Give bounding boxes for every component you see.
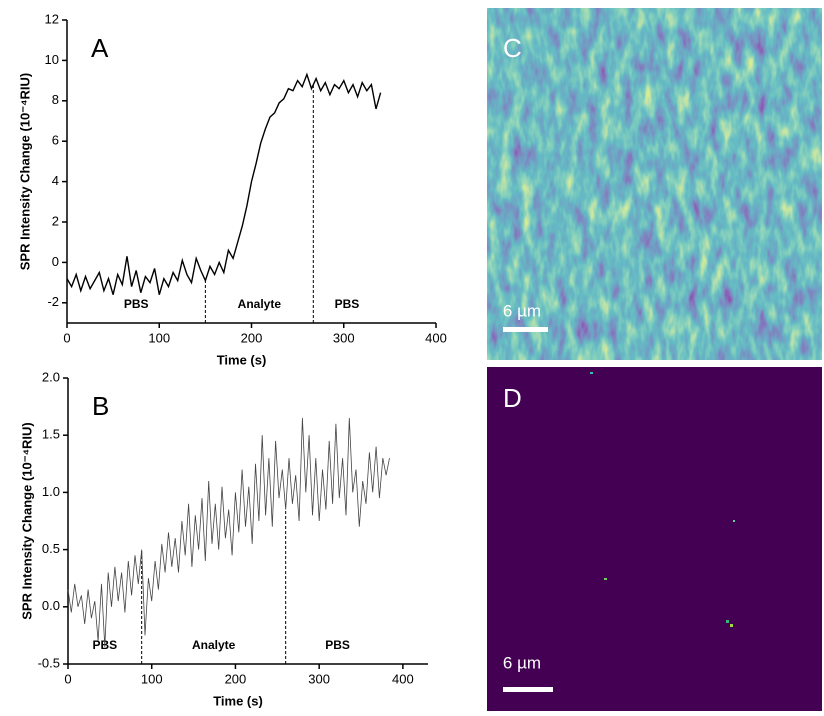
panel-label: A [91,33,109,63]
spot [590,372,593,374]
data-line [66,72,382,295]
y-tick-label: 10 [45,52,59,67]
y-tick-label: -0.5 [38,655,60,670]
x-axis-label: Time (s) [213,693,263,708]
phase-label: Analyte [238,297,282,311]
scale-bar [503,687,553,692]
y-tick-label: 1.5 [42,427,60,442]
x-tick-label: 0 [64,671,71,686]
y-tick-label: 4 [52,173,59,188]
y-tick-label: 1.0 [42,484,60,499]
x-axis-label: Time (s) [217,352,267,367]
y-tick-label: -2 [47,294,59,309]
y-tick-label: 0.0 [42,598,60,613]
y-tick-label: 6 [52,133,59,148]
phase-label: PBS [124,297,149,311]
phase-label: Analyte [192,638,236,652]
scale-bar-label: 6 µm [503,301,541,320]
y-axis-label: SPR Intensity Change (10⁻⁴RIU) [17,73,32,271]
y-tick-label: 0 [52,254,59,269]
x-tick-label: 400 [425,330,447,345]
phase-label: PBS [335,297,360,311]
panel-label: D [503,383,522,413]
phase-label: PBS [325,638,350,652]
x-tick-label: 100 [148,330,170,345]
scale-bar-label: 6 µm [503,653,541,672]
x-tick-label: 300 [308,671,330,686]
spot [733,520,735,522]
y-axis-label: SPR Intensity Change (10⁻⁴RIU) [19,422,34,620]
x-tick-label: 0 [63,330,70,345]
y-tick-label: 2 [52,213,59,228]
x-tick-label: 100 [141,671,163,686]
y-tick-label: 12 [45,11,59,26]
panel-c: C 6 µm [487,8,822,360]
scale-bar [503,327,548,332]
image-d [487,367,822,711]
y-tick-label: 0.5 [42,541,60,556]
y-tick-label: 2.0 [42,369,60,384]
panel-d: D 6 µm [487,367,822,711]
x-tick-label: 200 [225,671,247,686]
x-tick-label: 300 [333,330,355,345]
panel-label: B [92,391,109,421]
y-tick-label: 8 [52,92,59,107]
x-tick-label: 200 [241,330,263,345]
data-line [67,417,390,647]
image-c [487,8,822,360]
spot [604,578,607,580]
spot [726,620,729,623]
x-tick-label: 400 [392,671,414,686]
panel-label: C [503,33,522,63]
spot [730,624,733,627]
